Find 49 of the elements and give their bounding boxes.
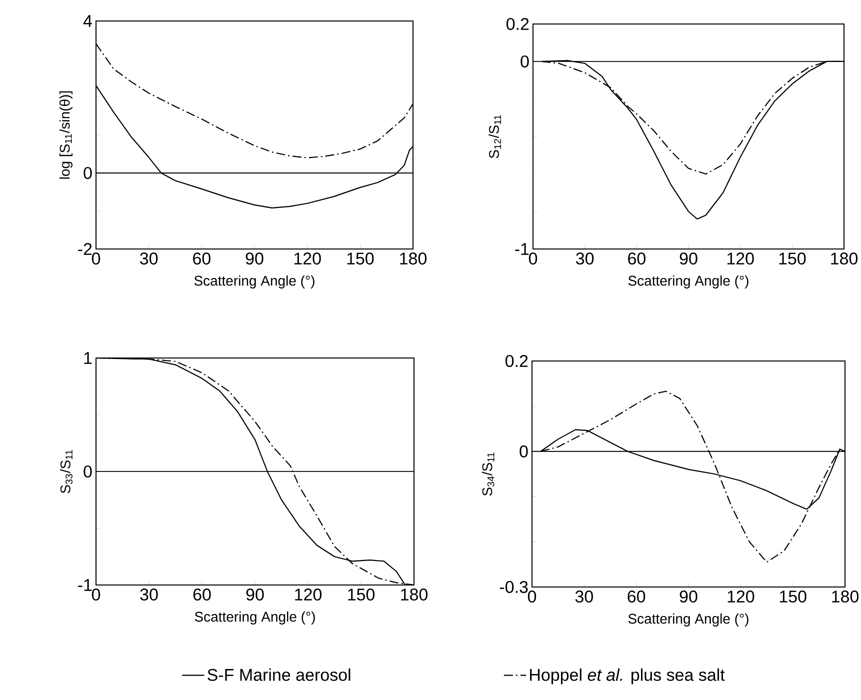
x-tick-label: 90 xyxy=(680,252,698,265)
x-tick-label: 150 xyxy=(780,590,806,603)
x-axis-title: Scattering Angle (°) xyxy=(194,611,315,624)
x-tick-label: 30 xyxy=(576,252,594,265)
x-tick-label: 120 xyxy=(728,590,754,603)
y-tick-label: -1 xyxy=(515,243,529,255)
y-tick-label: -1 xyxy=(78,579,92,591)
legend-label: S-F Marine aerosol xyxy=(208,668,350,681)
x-axis-title: Scattering Angle (°) xyxy=(628,275,748,288)
y-axis-title: S$_{33}$/S$_{11}$ xyxy=(60,450,72,494)
x-tick-label: 60 xyxy=(193,588,211,601)
legend-label: Hoppel et al. plus sea salt xyxy=(530,668,725,684)
x-tick-label: 180 xyxy=(400,252,427,265)
x-tick-label: 120 xyxy=(294,252,321,265)
x-tick-label: 0 xyxy=(92,252,100,265)
y-axis-title: log [S$_{11}$/sin(θ)] xyxy=(59,91,72,179)
y-tick-label: 0.2 xyxy=(506,18,529,30)
y-tick-label: 0 xyxy=(84,465,92,478)
x-tick-label: 30 xyxy=(140,588,158,601)
y-tick-label: 1 xyxy=(84,352,92,364)
x-tick-label: 60 xyxy=(628,590,646,603)
y-axis-title: S$_{12}$/S$_{11}$ xyxy=(488,115,501,158)
x-tick-label: 150 xyxy=(348,588,375,601)
x-tick-label: 180 xyxy=(831,252,858,265)
y-tick-label: 0.2 xyxy=(506,354,528,368)
x-tick-label: 180 xyxy=(832,590,859,603)
x-tick-label: 150 xyxy=(779,252,806,265)
y-tick-label: 4 xyxy=(83,15,92,27)
x-tick-label: 30 xyxy=(575,590,593,603)
y-tick-label: 0 xyxy=(520,55,529,68)
x-tick-label: 0 xyxy=(92,588,100,601)
y-axis-title: S$_{34}$/S$_{11}$ xyxy=(482,452,494,496)
x-tick-label: 90 xyxy=(246,252,264,265)
x-tick-label: 150 xyxy=(347,252,374,265)
y-tick-label: -2 xyxy=(78,243,92,255)
x-axis-title: Scattering Angle (°) xyxy=(628,613,748,626)
x-tick-label: 120 xyxy=(727,252,754,265)
x-tick-label: 0 xyxy=(528,252,538,265)
x-tick-label: 120 xyxy=(295,588,322,601)
x-tick-label: 90 xyxy=(246,588,264,601)
x-tick-label: 30 xyxy=(140,252,158,265)
x-tick-label: 60 xyxy=(193,252,210,265)
y-tick-label: 0 xyxy=(520,445,528,458)
y-tick-label: -0.3 xyxy=(500,580,528,594)
x-tick-label: 90 xyxy=(680,590,698,603)
y-tick-label: 0 xyxy=(84,166,92,180)
x-axis-title: Scattering Angle (°) xyxy=(194,275,314,288)
x-tick-label: 180 xyxy=(401,588,428,601)
x-tick-label: 60 xyxy=(628,252,646,265)
